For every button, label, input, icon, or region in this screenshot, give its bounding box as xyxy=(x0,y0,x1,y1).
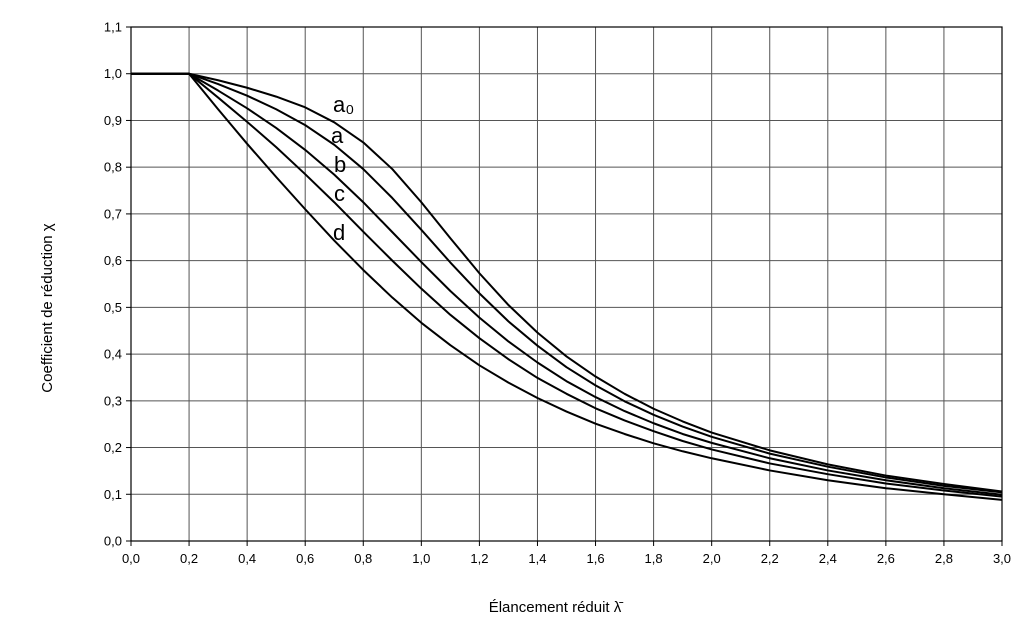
curve xyxy=(131,72,1003,498)
x-tick-label: 1,4 xyxy=(528,551,546,566)
curve xyxy=(131,72,1003,496)
x-tick-label: 0,4 xyxy=(238,551,256,566)
y-tick-label: 0,3 xyxy=(104,393,122,408)
y-tick-label: 0,7 xyxy=(104,206,122,221)
x-tick-label: 2,4 xyxy=(819,551,837,566)
y-tick-label: 0,0 xyxy=(104,534,122,549)
curve-label: a₀ xyxy=(333,92,354,117)
x-tick-label: 1,0 xyxy=(412,551,430,566)
curve xyxy=(131,72,1003,493)
y-tick-label: 0,2 xyxy=(104,440,122,455)
x-tick-label: 3,0 xyxy=(993,551,1011,566)
x-tick-label: 0,8 xyxy=(354,551,372,566)
x-tick-label: 0,6 xyxy=(296,551,314,566)
y-tick-label: 1,1 xyxy=(104,20,122,35)
y-tick-label: 0,1 xyxy=(104,487,122,502)
curve xyxy=(131,72,1003,501)
x-tick-label: 1,8 xyxy=(645,551,663,566)
x-tick-label: 1,2 xyxy=(470,551,488,566)
x-tick-label: 2,2 xyxy=(761,551,779,566)
y-tick-label: 0,5 xyxy=(104,300,122,315)
plot-frame xyxy=(130,26,1003,542)
y-tick-label: 0,6 xyxy=(104,253,122,268)
y-tick-label: 0,8 xyxy=(104,160,122,175)
x-tick-label: 2,8 xyxy=(935,551,953,566)
curve xyxy=(131,72,1003,494)
y-axis-title: Coefficient de réduction χ xyxy=(39,223,56,392)
x-tick-label: 0,0 xyxy=(122,551,140,566)
x-axis-title: Élancement réduit λ̄ xyxy=(489,599,624,616)
curve-label: a xyxy=(331,123,344,148)
y-tick-label: 0,4 xyxy=(104,347,122,362)
y-tick-label: 0,9 xyxy=(104,113,122,128)
x-tick-label: 2,6 xyxy=(877,551,895,566)
y-tick-label: 1,0 xyxy=(104,66,122,81)
curve-label: b xyxy=(334,152,346,177)
x-tick-label: 0,2 xyxy=(180,551,198,566)
x-tick-label: 1,6 xyxy=(586,551,604,566)
x-tick-label: 2,0 xyxy=(703,551,721,566)
curve-label: d xyxy=(333,220,345,245)
curve-label: c xyxy=(334,181,345,206)
